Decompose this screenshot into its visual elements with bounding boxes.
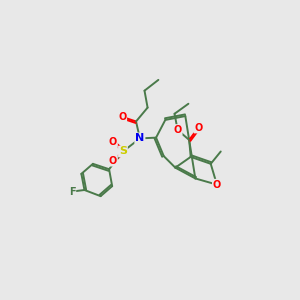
Text: F: F xyxy=(69,187,75,196)
Text: O: O xyxy=(118,112,126,122)
Text: O: O xyxy=(109,156,117,166)
Text: O: O xyxy=(213,180,221,190)
Text: S: S xyxy=(119,146,127,157)
Text: O: O xyxy=(194,123,202,133)
Text: O: O xyxy=(109,137,117,147)
Text: O: O xyxy=(173,125,182,135)
Text: N: N xyxy=(135,134,145,143)
